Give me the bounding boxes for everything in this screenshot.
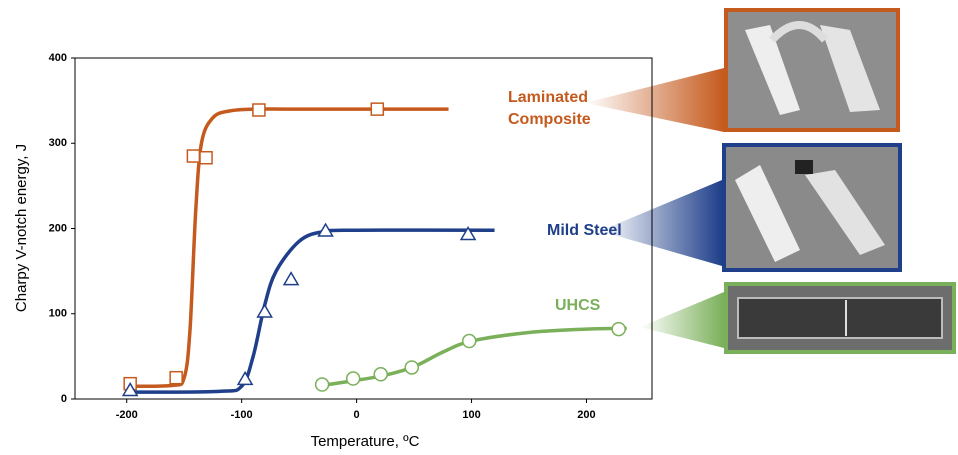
marker: [236, 370, 254, 386]
specimen-photo: [724, 282, 956, 354]
x-tick-label: -100: [231, 409, 253, 421]
marker: [256, 303, 273, 318]
marker: [317, 222, 334, 237]
y-tick-label: 200: [49, 222, 67, 234]
x-axis-title: Temperature, ºC: [311, 433, 420, 450]
callout: [600, 180, 722, 266]
specimen-photo: [724, 8, 900, 132]
callout: [640, 292, 724, 348]
marker: [169, 370, 183, 385]
specimen-photo: [722, 143, 902, 272]
marker: [314, 377, 330, 392]
y-tick-label: 400: [49, 52, 67, 64]
marker: [282, 271, 300, 286]
marker: [252, 103, 266, 117]
fit-line: [126, 107, 449, 389]
y-tick-label: 100: [49, 308, 67, 320]
marker: [345, 371, 361, 386]
marker: [199, 150, 213, 165]
x-tick-label: -200: [116, 409, 138, 421]
x-tick-label: 200: [577, 409, 595, 421]
marker: [121, 381, 139, 397]
fit-line: [316, 326, 627, 388]
series-label: UHCS: [555, 297, 601, 314]
series-label: Mild Steel: [547, 222, 622, 239]
y-tick-label: 300: [49, 137, 67, 149]
series-label: Laminated Composite: [508, 89, 591, 128]
callout: [585, 68, 724, 132]
x-tick-label: 0: [354, 409, 360, 421]
y-tick-label: 0: [61, 393, 67, 405]
y-axis-title: Charpy V-notch energy, J: [13, 144, 30, 312]
marker: [611, 321, 626, 337]
marker: [373, 367, 388, 382]
marker: [459, 225, 477, 241]
marker: [186, 149, 201, 163]
marker: [404, 360, 420, 375]
fit-line: [126, 228, 495, 394]
x-tick-label: 100: [462, 409, 480, 421]
marker: [370, 102, 385, 116]
marker: [461, 333, 477, 349]
